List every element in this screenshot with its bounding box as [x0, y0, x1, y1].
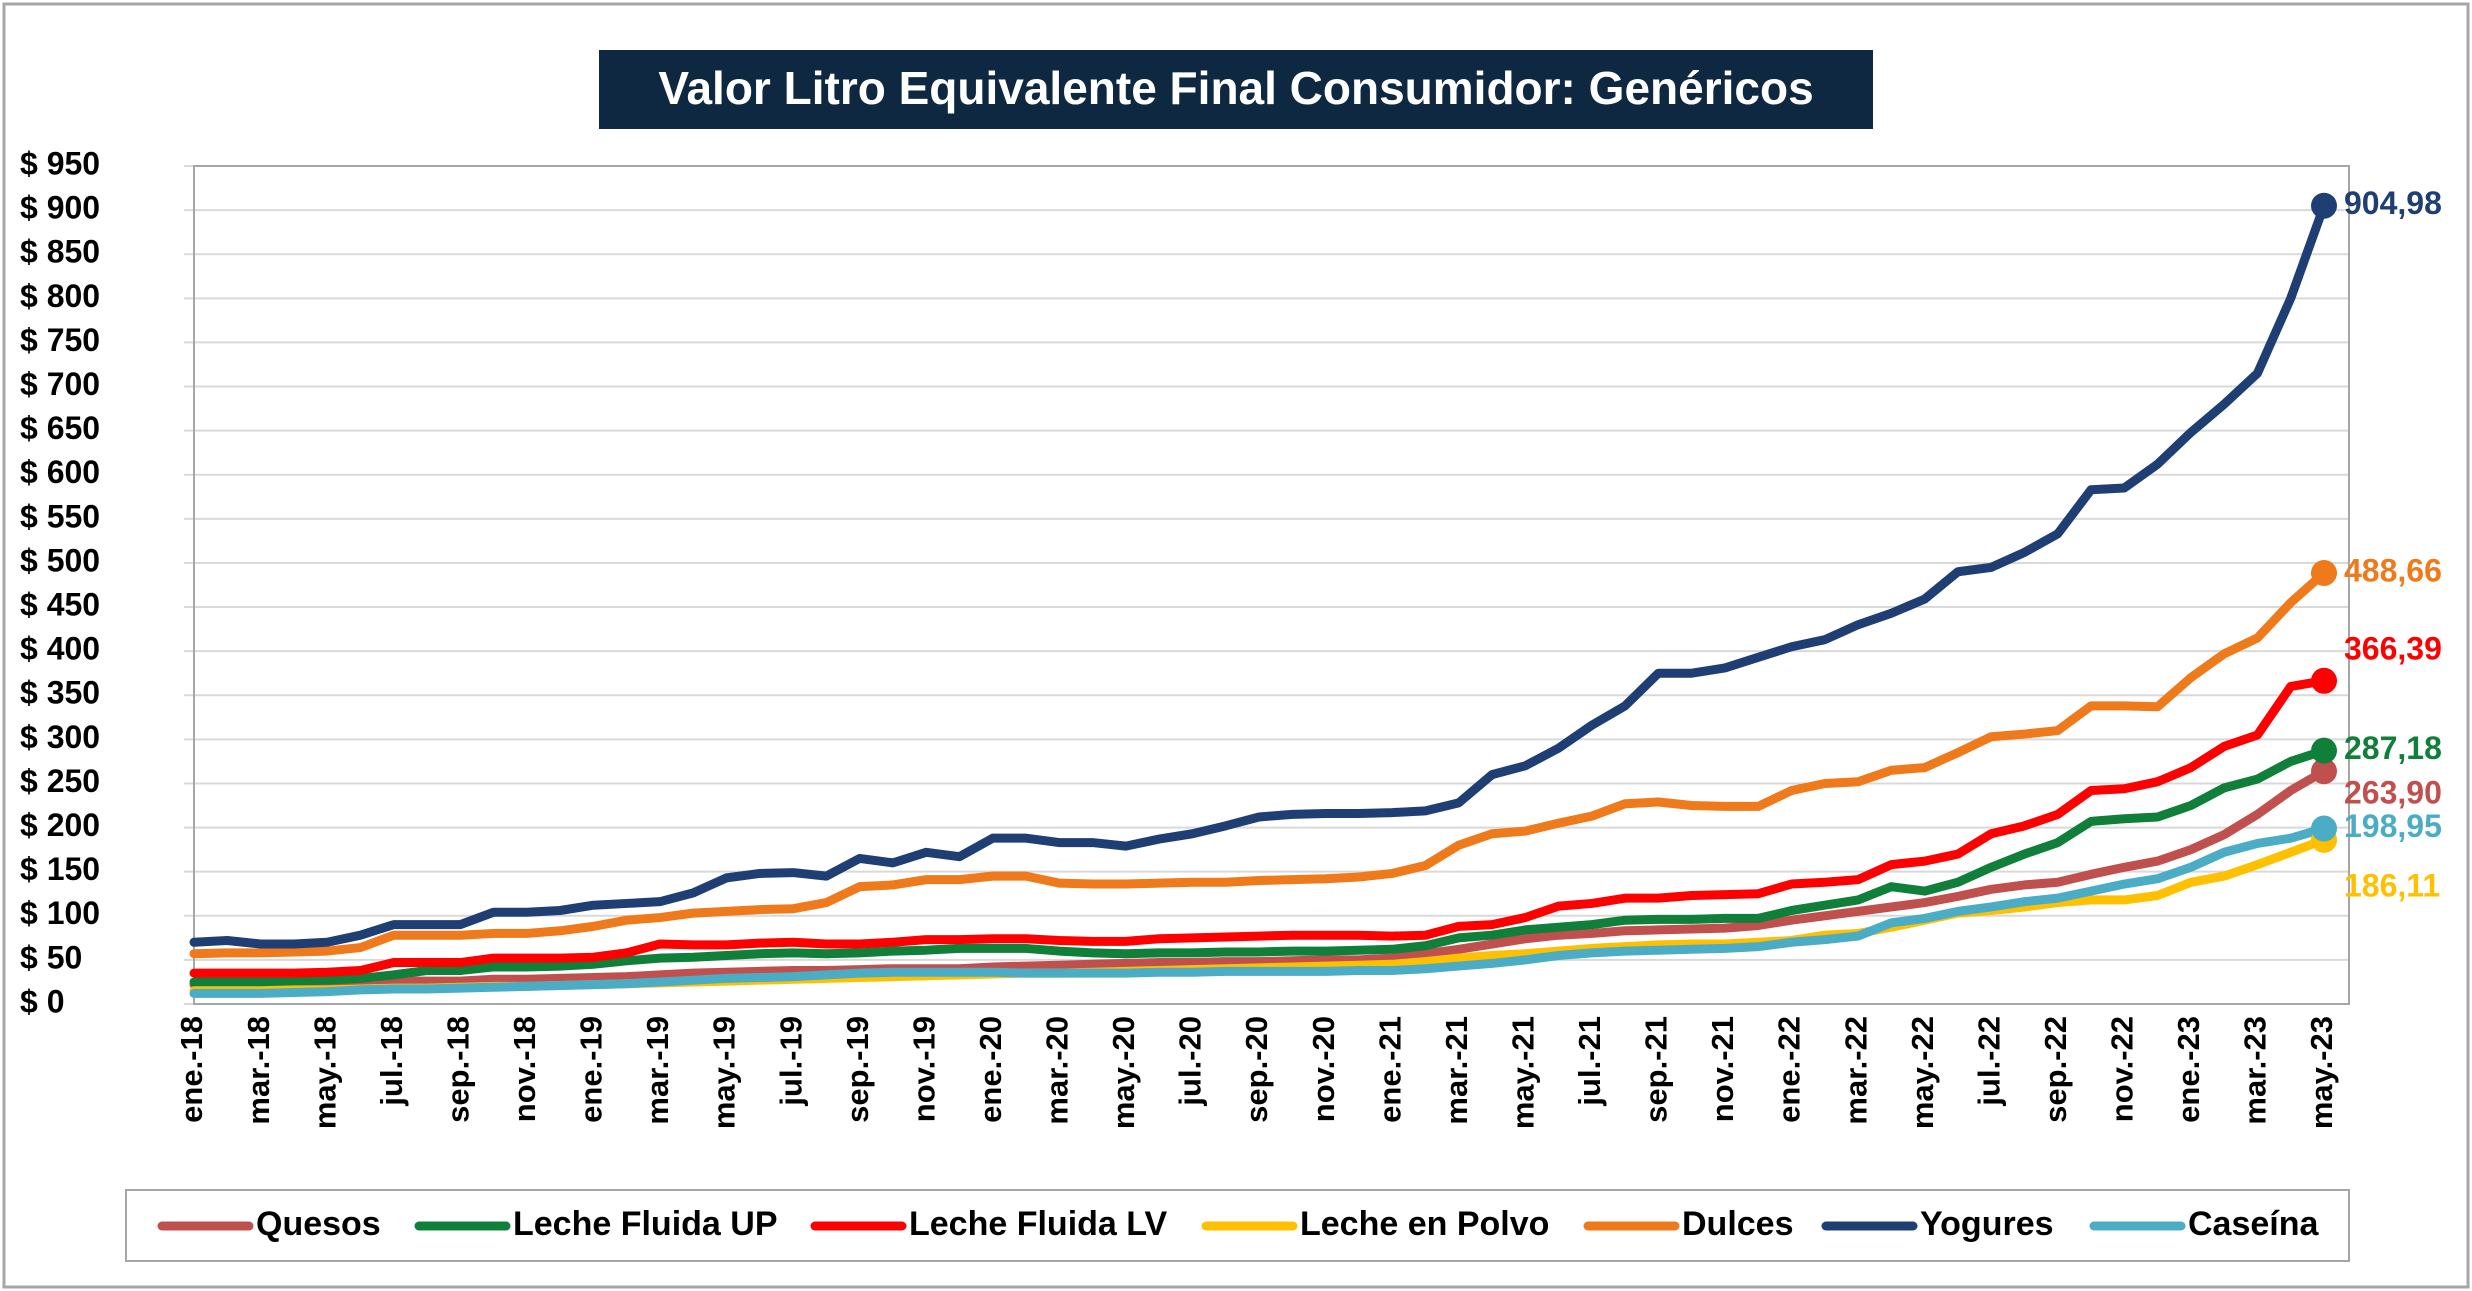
y-tick-label: $ 800 — [20, 278, 100, 314]
x-tick-label: mar.-23 — [2238, 1016, 2273, 1125]
legend-label: Leche en Polvo — [1300, 1205, 1549, 1243]
x-tick-label: ene.-22 — [1772, 1016, 1807, 1123]
x-tick-label: mar.-22 — [1838, 1016, 1873, 1125]
data-label: 904,98 — [2344, 185, 2442, 221]
end-point — [2311, 737, 2337, 764]
series-line — [189, 676, 2329, 978]
x-tick-label: nov.-20 — [1306, 1016, 1341, 1122]
end-point — [2311, 192, 2337, 219]
data-label: 366,39 — [2344, 630, 2442, 666]
x-tick-label: sep.-22 — [2038, 1016, 2073, 1123]
chart-title: Valor Litro Equivalente Final Consumidor… — [658, 62, 1813, 114]
end-point — [2311, 815, 2337, 842]
x-tick-label: ene.-23 — [2171, 1016, 2206, 1123]
x-tick-label: mar.-20 — [1040, 1016, 1075, 1125]
data-label: 186,11 — [2344, 867, 2440, 903]
y-tick-label: $ 150 — [20, 851, 100, 887]
y-tick-label: $ 100 — [20, 895, 100, 931]
x-tick-label: nov.-19 — [906, 1016, 941, 1122]
x-tick-label: sep.-20 — [1239, 1016, 1274, 1123]
y-tick-label: $ 0 — [20, 983, 64, 1019]
end-point — [2311, 559, 2337, 586]
y-tick-label: $ 400 — [20, 631, 100, 667]
legend-label: Quesos — [256, 1205, 381, 1243]
x-tick-label: mar.-18 — [241, 1016, 276, 1125]
y-tick-label: $ 750 — [20, 322, 100, 358]
series-line — [189, 201, 2329, 949]
x-tick-label: mar.-19 — [640, 1016, 675, 1125]
x-tick-label: jul.-22 — [1971, 1016, 2006, 1107]
x-tick-label: nov.-21 — [1705, 1016, 1740, 1122]
legend-label: Caseína — [2188, 1205, 2319, 1243]
y-tick-label: $ 900 — [20, 190, 100, 226]
series-line — [189, 824, 2329, 998]
legend-label: Leche Fluida UP — [513, 1205, 778, 1243]
y-tick-label: $ 600 — [20, 454, 100, 490]
y-tick-label: $ 300 — [20, 719, 100, 755]
y-tick-label: $ 350 — [20, 675, 100, 711]
title-box — [599, 50, 1873, 129]
data-label: 287,18 — [2344, 730, 2442, 766]
x-tick-label: may.-22 — [1905, 1016, 1940, 1129]
y-tick-label: $ 550 — [20, 498, 100, 534]
x-tick-label: may.-23 — [2304, 1016, 2339, 1129]
y-tick-label: $ 50 — [20, 939, 82, 975]
y-tick-label: $ 850 — [20, 234, 100, 270]
y-tick-label: $ 500 — [20, 542, 100, 578]
x-tick-label: may.-19 — [707, 1016, 742, 1129]
data-label: 198,95 — [2344, 808, 2442, 844]
x-tick-label: sep.-18 — [440, 1016, 475, 1123]
legend-label: Yogures — [1920, 1205, 2054, 1243]
legend-label: Dulces — [1682, 1205, 1794, 1243]
x-tick-label: sep.-19 — [840, 1016, 875, 1123]
x-tick-label: nov.-18 — [507, 1016, 542, 1122]
y-tick-label: $ 450 — [20, 587, 100, 623]
x-tick-label: jul.-21 — [1572, 1016, 1607, 1107]
x-tick-label: jul.-18 — [374, 1016, 409, 1107]
series-line — [189, 568, 2329, 959]
y-tick-label: $ 650 — [20, 410, 100, 446]
x-tick-label: ene.-18 — [174, 1016, 209, 1123]
x-tick-label: jul.-20 — [1173, 1016, 1208, 1107]
x-tick-label: may.-21 — [1505, 1016, 1540, 1129]
x-tick-label: ene.-19 — [574, 1016, 609, 1123]
x-tick-label: ene.-21 — [1372, 1016, 1407, 1123]
y-tick-label: $ 950 — [20, 145, 100, 181]
x-tick-label: mar.-21 — [1439, 1016, 1474, 1125]
data-label: 488,66 — [2344, 552, 2442, 588]
plot-frame — [193, 165, 2350, 1005]
x-tick-label: ene.-20 — [973, 1016, 1008, 1123]
series-line — [189, 746, 2329, 987]
data-label: 263,90 — [2344, 775, 2442, 811]
y-tick-label: $ 700 — [20, 366, 100, 402]
end-point — [2311, 667, 2337, 694]
y-tick-label: $ 200 — [20, 807, 100, 843]
x-tick-label: jul.-19 — [773, 1016, 808, 1107]
x-tick-label: nov.-22 — [2105, 1016, 2140, 1122]
series-line — [189, 766, 2329, 990]
legend-label: Leche Fluida LV — [909, 1205, 1168, 1243]
end-point — [2311, 758, 2337, 785]
x-tick-label: may.-18 — [307, 1016, 342, 1129]
x-tick-label: may.-20 — [1106, 1016, 1141, 1129]
y-tick-label: $ 250 — [20, 763, 100, 799]
x-tick-label: sep.-21 — [1639, 1016, 1674, 1123]
